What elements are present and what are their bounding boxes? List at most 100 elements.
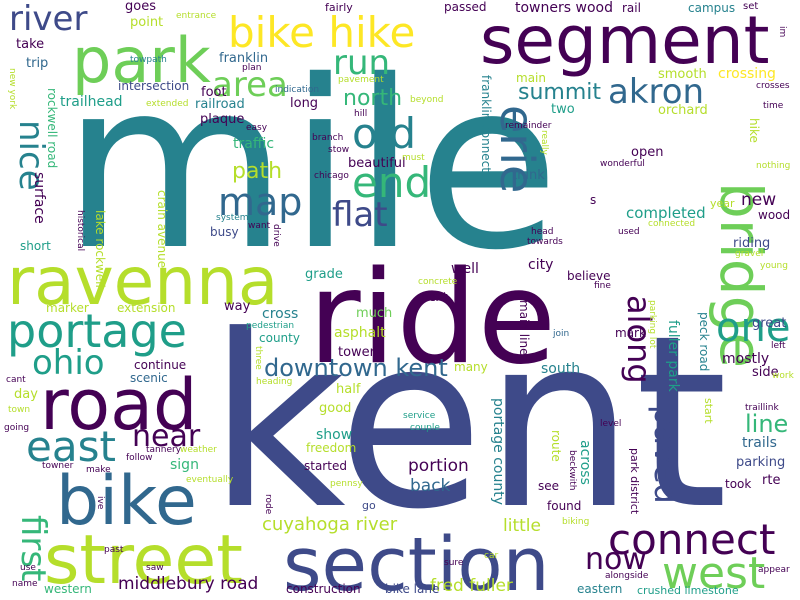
word-hill: hill [354,109,368,119]
word-portage: portage [7,304,187,358]
word-rail: rail [622,1,641,15]
word-fuller-park: fuller park [665,320,681,392]
word-run: run [333,43,391,83]
word-s: s [590,193,597,207]
word-time: time [763,101,784,111]
word-think: think [512,168,545,183]
word-plan: plan [242,63,262,73]
word-next: next [421,290,448,304]
word-system: system [216,213,249,223]
word-entrance: entrance [176,11,217,21]
word-kent: kent [208,285,728,562]
word-bike-lane: bike lane [385,582,440,596]
word-cant: cant [6,375,26,385]
word-smooth: smooth [658,67,707,82]
word-towards: towards [527,237,563,247]
word-make: make [86,465,111,475]
word-follow: follow [126,453,153,463]
word-cross: cross [262,306,299,322]
word-riding: riding [733,236,771,251]
word-intersection: intersection [118,79,190,93]
word-west: west [662,548,766,599]
word-surface: surface [31,172,47,224]
word-portage-county: portage county [490,398,506,506]
word-towners-wood: towners wood [515,0,613,16]
word-young: young [760,261,788,271]
word-street: street [44,521,243,600]
word-hike: hike [747,118,761,143]
word-road: road [40,364,198,446]
word-back: back [410,476,451,496]
word-open: open [631,145,664,160]
word-good: good [319,401,352,416]
word-franklin-connector: franklin connector [479,75,493,185]
word-year: year [710,197,735,210]
word-campus: campus [688,1,736,15]
word-want: want [248,221,271,231]
word-tower: tower [338,345,376,360]
word-service: service [403,411,436,421]
word-drive: drive [271,224,281,247]
word-little: little [503,516,541,536]
word-orchard: orchard [658,103,708,118]
word-now: now [585,542,647,577]
word-new: new [741,190,777,210]
word-continue: continue [134,358,187,372]
word-completed: completed [626,204,706,222]
word-start: start [702,398,715,424]
word-day: day [14,387,38,402]
word-trails: trails [742,435,777,451]
word-area: area [212,65,288,105]
word-bike: bike [56,462,197,541]
word-past: past [104,545,124,555]
word-eastern: eastern [577,582,623,596]
word-started: started [304,459,347,473]
word-bike-hike: bike hike [228,8,416,57]
word-peck-road: peck road [697,312,711,372]
word-parking-lot: parking lot [647,300,657,349]
word-biking: biking [562,517,590,527]
word-portion: portion [408,456,469,476]
word-side: side [752,365,779,380]
word-used: used [618,227,640,237]
word-remainder: remainder [505,121,552,131]
word-level: level [600,419,622,429]
word-going: going [4,423,30,433]
word-branch: branch [312,133,344,143]
word-wood: wood [758,208,791,222]
word-rte: rte [762,473,781,488]
word-weather: weather [180,445,217,455]
word-pennsy: pennsy [330,479,363,489]
word-pavement: pavement [338,75,384,85]
word-segment: segment [480,2,770,79]
word-sure: sure [444,558,464,568]
word-beckwith: beckwith [567,450,577,491]
word-near: near [132,419,201,454]
word-sign: sign [170,457,199,473]
word-easy: easy [246,123,268,133]
word-busy: busy [210,225,239,239]
word-trailhead: trailhead [60,94,123,110]
word-nothing: nothing [756,161,791,171]
word-chicago: chicago [314,171,349,181]
word-rockwell-road: rockwell road [45,88,59,169]
word-traillink: traillink [745,403,779,413]
word-crushed-limestone: crushed limestone [637,584,739,597]
word-middlebury-road: middlebury road [118,574,259,594]
word-eventually: eventually [186,475,234,485]
word-much: much [356,306,393,321]
word-left: left [771,341,786,351]
word-use: use [20,563,36,573]
word-historical: historical [75,210,85,252]
word-flat: flat [332,195,388,235]
word-main: main [516,71,546,85]
word-took: took [725,477,752,491]
word-downtown-kent: downtown kent [264,354,448,382]
word-name: name [12,579,38,589]
word-scenic: scenic [130,371,168,385]
word-rode: rode [263,494,273,515]
word-well: well [451,261,479,277]
word-park: park [72,24,211,97]
word-ride: ride [308,244,557,393]
word-grade: grade [305,267,343,282]
